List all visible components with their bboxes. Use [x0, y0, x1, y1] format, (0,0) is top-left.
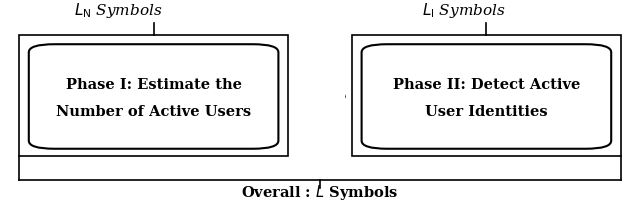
Text: Number of Active Users: Number of Active Users	[56, 104, 251, 118]
FancyBboxPatch shape	[362, 45, 611, 149]
Text: User Identities: User Identities	[425, 104, 548, 118]
Bar	[19, 36, 288, 156]
FancyBboxPatch shape	[29, 45, 278, 149]
Bar	[352, 36, 621, 156]
Text: $L_{\mathrm{I}}$ Symbols: $L_{\mathrm{I}}$ Symbols	[422, 1, 506, 19]
Text: $L_{\mathrm{N}}$ Symbols: $L_{\mathrm{N}}$ Symbols	[74, 1, 163, 19]
Text: Phase I: Estimate the: Phase I: Estimate the	[65, 78, 242, 92]
Text: Phase II: Detect Active: Phase II: Detect Active	[393, 78, 580, 92]
Text: Overall : $L$ Symbols: Overall : $L$ Symbols	[241, 183, 399, 200]
